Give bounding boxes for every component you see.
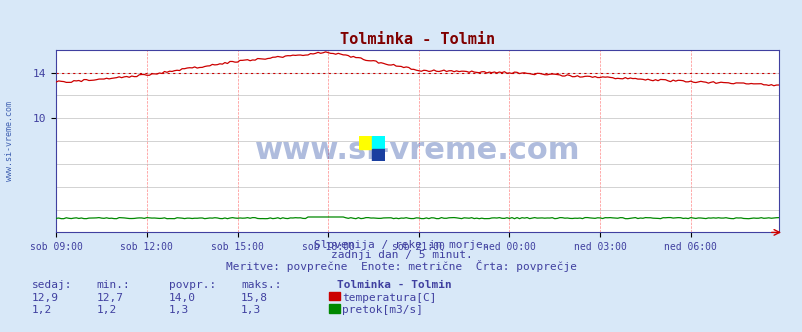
Text: Meritve: povprečne  Enote: metrične  Črta: povprečje: Meritve: povprečne Enote: metrične Črta:… bbox=[225, 260, 577, 272]
Title: Tolminka - Tolmin: Tolminka - Tolmin bbox=[339, 32, 495, 47]
Bar bbox=[371, 148, 384, 161]
Text: min.:: min.: bbox=[96, 280, 130, 290]
Text: 1,2: 1,2 bbox=[96, 305, 116, 315]
Text: povpr.:: povpr.: bbox=[168, 280, 216, 290]
Text: 12,9: 12,9 bbox=[32, 293, 59, 303]
Text: 12,7: 12,7 bbox=[96, 293, 124, 303]
Text: www.si-vreme.com: www.si-vreme.com bbox=[5, 101, 14, 181]
Bar bbox=[371, 136, 384, 148]
Text: 1,3: 1,3 bbox=[241, 305, 261, 315]
Bar bbox=[358, 136, 371, 148]
Text: Slovenija / reke in morje.: Slovenija / reke in morje. bbox=[314, 240, 488, 250]
Text: 15,8: 15,8 bbox=[241, 293, 268, 303]
Text: Tolminka - Tolmin: Tolminka - Tolmin bbox=[337, 280, 452, 290]
Text: maks.:: maks.: bbox=[241, 280, 281, 290]
Text: 1,2: 1,2 bbox=[32, 305, 52, 315]
Text: zadnji dan / 5 minut.: zadnji dan / 5 minut. bbox=[330, 250, 472, 260]
Text: www.si-vreme.com: www.si-vreme.com bbox=[254, 136, 580, 165]
Text: 1,3: 1,3 bbox=[168, 305, 188, 315]
Bar bbox=[329, 292, 339, 300]
Text: temperatura[C]: temperatura[C] bbox=[342, 293, 436, 303]
Text: sedaj:: sedaj: bbox=[32, 280, 72, 290]
Bar bbox=[329, 304, 339, 313]
Text: 14,0: 14,0 bbox=[168, 293, 196, 303]
Text: pretok[m3/s]: pretok[m3/s] bbox=[342, 305, 423, 315]
